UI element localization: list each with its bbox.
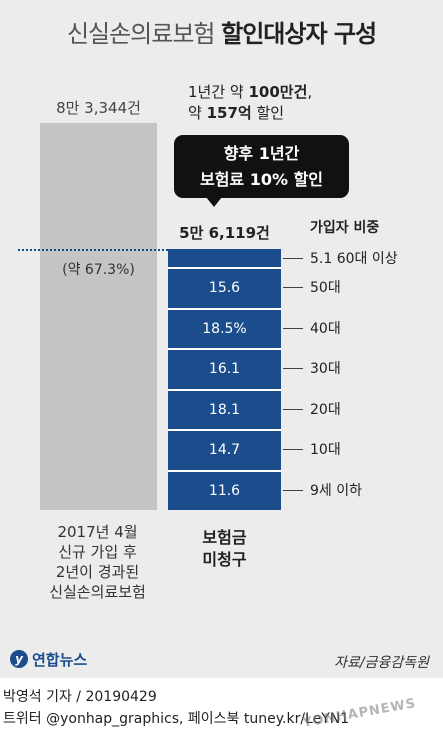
- x-category-left-line: 2년이 경과된: [55, 563, 140, 581]
- segment-label: 30대: [310, 361, 341, 377]
- segment-tick: [283, 490, 303, 491]
- stack-segment: 16.1: [168, 348, 281, 389]
- callout-pointer: [206, 197, 222, 207]
- segment-label: 20대: [310, 402, 341, 418]
- credit-line-2: 트위터 @yonhap_graphics, 페이스북 tuney.kr/LeYN…: [3, 711, 350, 727]
- note-line-1: 1년간 약 100만건,: [188, 83, 313, 101]
- stack-segment: 18.5%: [168, 307, 281, 348]
- x-category-left-line: 신실손의료보험: [49, 583, 146, 601]
- note-line-2: 약 157억 할인: [188, 104, 285, 122]
- unclaimed-bar-value-label: 5만 6,119건: [179, 224, 270, 242]
- segment-tick: [283, 368, 303, 369]
- callout-line-2: 보험료 10% 할인: [199, 170, 324, 189]
- segment-label: 5.1 60대 이상: [310, 251, 398, 267]
- segment-tick: [283, 287, 303, 288]
- segment-label: 9세 이하: [310, 483, 362, 499]
- segment-tick: [283, 409, 303, 410]
- yonhap-logo: y 연합뉴스: [10, 648, 87, 670]
- logo-text: 연합뉴스: [32, 650, 88, 669]
- chart-title: 신실손의료보험 할인대상자 구성: [0, 14, 443, 49]
- total-bar: [40, 123, 157, 510]
- stack-segment: 14.7: [168, 429, 281, 470]
- segment-label: 40대: [310, 321, 341, 337]
- x-category-left-line: 신규 가입 후: [58, 543, 137, 561]
- segment-label: 10대: [310, 442, 341, 458]
- x-category-left-line: 2017년 4월: [57, 523, 138, 541]
- credit-line-1: 박영석 기자 / 20190429: [3, 689, 157, 705]
- segment-label: 50대: [310, 280, 341, 296]
- segment-tick: [283, 328, 303, 329]
- discount-note: 1년간 약 100만건, 약 157억 할인: [188, 82, 312, 124]
- total-bar-value-label: 8만 3,344건: [56, 99, 141, 117]
- segment-tick: [283, 449, 303, 450]
- x-category-right-line: 미청구: [202, 550, 247, 569]
- x-category-right-line: 보험금: [202, 528, 247, 547]
- logo-icon: y: [10, 650, 28, 668]
- stack-segment: 15.6: [168, 267, 281, 308]
- title-bold: 할인대상자 구성: [221, 20, 377, 48]
- callout-line-1: 향후 1년간: [223, 144, 300, 163]
- x-category-left: 2017년 4월 신규 가입 후 2년이 경과된 신실손의료보험: [10, 522, 185, 602]
- unclaimed-stacked-bar: 15.6 18.5% 16.1 18.1 14.7 11.6: [168, 249, 281, 510]
- segment-tick: [283, 258, 303, 259]
- percent-label: (약 67.3%): [62, 262, 135, 278]
- source-label: 자료/금융감독원: [334, 655, 429, 671]
- stack-segment: 11.6: [168, 469, 281, 510]
- dotted-guide-line: [18, 249, 168, 251]
- credit-block: 박영석 기자 / 20190429 트위터 @yonhap_graphics, …: [3, 686, 349, 730]
- x-category-right: 보험금 미청구: [168, 527, 281, 571]
- stack-segment: [168, 249, 281, 267]
- callout-box: 향후 1년간 보험료 10% 할인: [174, 135, 349, 198]
- stack-segment: 18.1: [168, 388, 281, 429]
- title-light: 신실손의료보험: [66, 20, 216, 48]
- share-header: 가입자 비중: [310, 220, 380, 236]
